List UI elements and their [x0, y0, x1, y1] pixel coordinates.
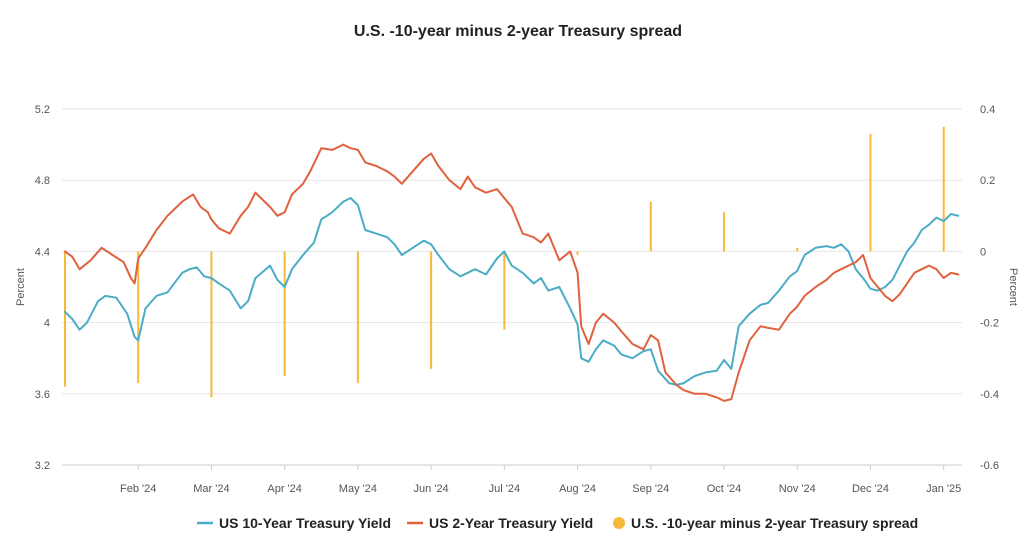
x-tick-label: Sep '24 [632, 483, 669, 495]
left-tick-label: 3.2 [35, 460, 50, 472]
x-tick-label: Nov '24 [779, 483, 816, 495]
spread-bar [649, 201, 652, 252]
right-tick-label: -0.4 [980, 389, 999, 401]
two-year-yield-line [64, 143, 960, 402]
right-tick-label: 0.4 [980, 104, 995, 116]
x-tick-label: Jun '24 [414, 483, 449, 495]
left-tick-label: 4.8 [35, 175, 50, 187]
left-axis-label: Percent [15, 268, 27, 306]
legend-label: US 10-Year Treasury Yield [219, 515, 391, 531]
spread-bar [283, 251, 286, 376]
spread-bar [723, 212, 726, 252]
gridlines [62, 108, 962, 466]
left-tick-label: 5.2 [35, 104, 50, 116]
x-tick-label: Feb '24 [120, 483, 156, 495]
x-tick-label: Jul '24 [489, 483, 520, 495]
spread-bar [210, 251, 213, 398]
legend-label: U.S. -10-year minus 2-year Treasury spre… [631, 515, 918, 531]
left-tick-label: 4.4 [35, 246, 50, 258]
left-y-axis: 3.2 3.6 4 4.4 4.8 5.2 [35, 104, 50, 472]
right-tick-label: -0.6 [980, 460, 999, 472]
chart-title: U.S. -10-year minus 2-year Treasury spre… [354, 23, 682, 40]
spread-bar [137, 251, 140, 384]
left-tick-label: 4 [44, 318, 50, 330]
right-tick-label: 0 [980, 246, 986, 258]
x-tick-label: Apr '24 [267, 483, 302, 495]
right-tick-label: -0.2 [980, 318, 999, 330]
legend: US 10-Year Treasury Yield US 2-Year Treas… [197, 515, 918, 531]
spread-bar [796, 247, 799, 252]
spread-bar [576, 251, 579, 255]
spread-bar [64, 251, 66, 387]
spread-bar [356, 251, 359, 384]
right-tick-label: 0.2 [980, 175, 995, 187]
legend-label: US 2-Year Treasury Yield [429, 515, 593, 531]
x-tick-label: Mar '24 [193, 483, 229, 495]
x-tick-label: Aug '24 [559, 483, 596, 495]
spread-bar [942, 126, 945, 252]
x-tick-label: May '24 [339, 483, 377, 495]
x-tick-label: Jan '25 [926, 483, 961, 495]
spread-bars [64, 126, 945, 398]
spread-bar [869, 133, 872, 252]
spread-bar [430, 251, 433, 369]
x-tick-label: Oct '24 [707, 483, 742, 495]
x-tick-label: Dec '24 [852, 483, 889, 495]
yield-lines [64, 143, 960, 402]
right-y-axis: -0.6 -0.4 -0.2 0 0.2 0.4 [980, 104, 999, 472]
ten-year-yield-line [64, 197, 960, 386]
spread-bar [503, 251, 506, 330]
x-axis: Feb '24 Mar '24 Apr '24 May '24 Jun '24 Jul '… [62, 464, 962, 495]
legend-dot-swatch [613, 517, 625, 529]
left-tick-label: 3.6 [35, 389, 50, 401]
right-axis-label: Percent [1007, 268, 1019, 306]
